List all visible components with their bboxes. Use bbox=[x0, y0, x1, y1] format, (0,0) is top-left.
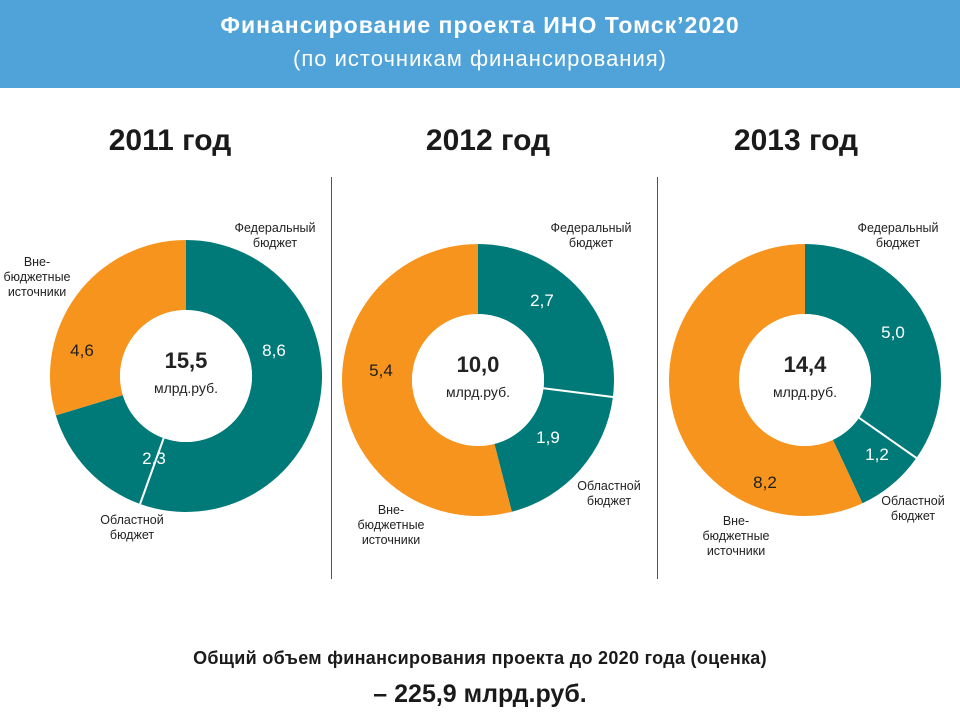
donut-slice-regional bbox=[55, 395, 164, 505]
slice-value-label: 5,0 bbox=[881, 323, 905, 342]
header-banner: Финансирование проекта ИНО Томск’2020 (п… bbox=[0, 0, 960, 88]
chart-total-unit: млрд.руб. bbox=[154, 380, 218, 396]
chart-divider bbox=[331, 177, 332, 579]
chart-total-value: 14,4 bbox=[784, 352, 828, 377]
donut-slice-regional bbox=[832, 417, 917, 504]
donut-slice-federal bbox=[478, 244, 614, 398]
slice-value-label: 8,6 bbox=[262, 341, 286, 360]
year-title-2011: 2011 год bbox=[108, 124, 232, 157]
donut-slice-federal bbox=[805, 244, 941, 459]
total-value: – 225,9 млрд.руб. bbox=[373, 680, 587, 708]
legend-label-federal: Федеральный бюджет bbox=[857, 221, 938, 250]
chart-total-value: 15,5 bbox=[165, 348, 208, 373]
chart-total-value: 10,0 bbox=[457, 352, 500, 377]
donut-slice-offbudget bbox=[49, 240, 186, 416]
legend-label-regional: Областной бюджет bbox=[881, 494, 944, 523]
slice-value-label: 2,3 bbox=[142, 449, 166, 468]
legend-label-offbudget: Вне-бюджетные источники bbox=[3, 255, 70, 299]
slice-value-label: 1,2 bbox=[865, 445, 889, 464]
donut-slice-offbudget bbox=[342, 244, 512, 516]
donut-slice-federal bbox=[140, 240, 322, 512]
slice-separator bbox=[543, 387, 614, 399]
slice-value-label: 2,7 bbox=[530, 291, 554, 310]
slice-separator bbox=[139, 437, 165, 505]
total-note: Общий объем финансирования проекта до 20… bbox=[193, 648, 767, 668]
page-title: Финансирование проекта ИНО Томск’2020 bbox=[220, 12, 740, 38]
chart-total-unit: млрд.руб. bbox=[446, 384, 510, 400]
slice-value-label: 5,4 bbox=[369, 361, 393, 380]
slice-value-label: 4,6 bbox=[70, 341, 94, 360]
slice-value-label: 1,9 bbox=[536, 428, 560, 447]
page-subtitle: (по источникам финансирования) bbox=[293, 46, 667, 71]
legend-label-federal: Федеральный бюджет bbox=[234, 221, 315, 250]
legend-label-federal: Федеральный бюджет bbox=[550, 221, 631, 250]
slice-separator bbox=[858, 417, 917, 459]
legend-label-regional: Областной бюджет bbox=[100, 513, 163, 542]
chart-total-unit: млрд.руб. bbox=[773, 384, 837, 400]
donut-center bbox=[120, 310, 252, 442]
donut-slice-regional bbox=[494, 388, 613, 512]
slice-value-label: 8,2 bbox=[753, 473, 777, 492]
legend-label-offbudget: Вне-бюджетные источники bbox=[702, 514, 769, 558]
donut-center bbox=[739, 314, 871, 446]
year-title-2012: 2012 год bbox=[425, 124, 551, 157]
legend-label-regional: Областной бюджет bbox=[577, 479, 640, 508]
chart-divider bbox=[657, 177, 658, 579]
donut-center bbox=[412, 314, 544, 446]
year-title-2013: 2013 год bbox=[733, 124, 859, 157]
legend-label-offbudget: Вне-бюджетные источники bbox=[357, 503, 424, 547]
donut-slice-offbudget bbox=[669, 244, 863, 516]
